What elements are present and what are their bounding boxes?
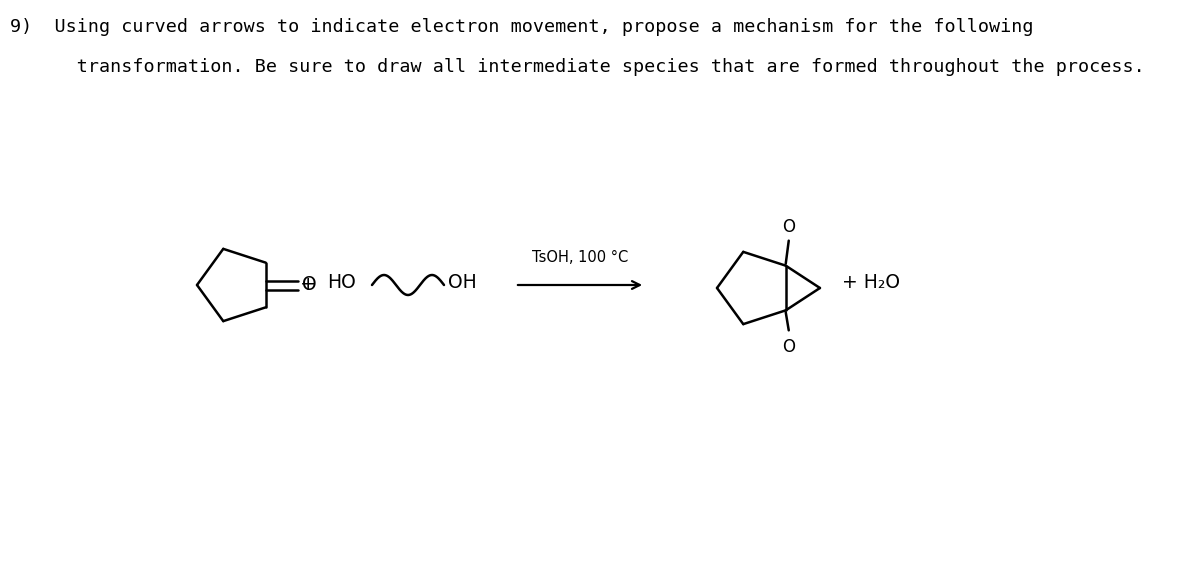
Text: O: O [301,275,317,295]
Text: + H₂O: + H₂O [842,272,900,291]
Text: TsOH, 100 °C: TsOH, 100 °C [532,250,628,265]
Text: O: O [782,218,796,235]
Text: 9)  Using curved arrows to indicate electron movement, propose a mechanism for t: 9) Using curved arrows to indicate elect… [10,18,1033,36]
Text: HO: HO [326,272,355,291]
Text: O: O [782,339,796,356]
Text: transformation. Be sure to draw all intermediate species that are formed through: transformation. Be sure to draw all inte… [10,58,1145,76]
Text: OH: OH [448,272,476,291]
Text: +: + [300,275,317,295]
